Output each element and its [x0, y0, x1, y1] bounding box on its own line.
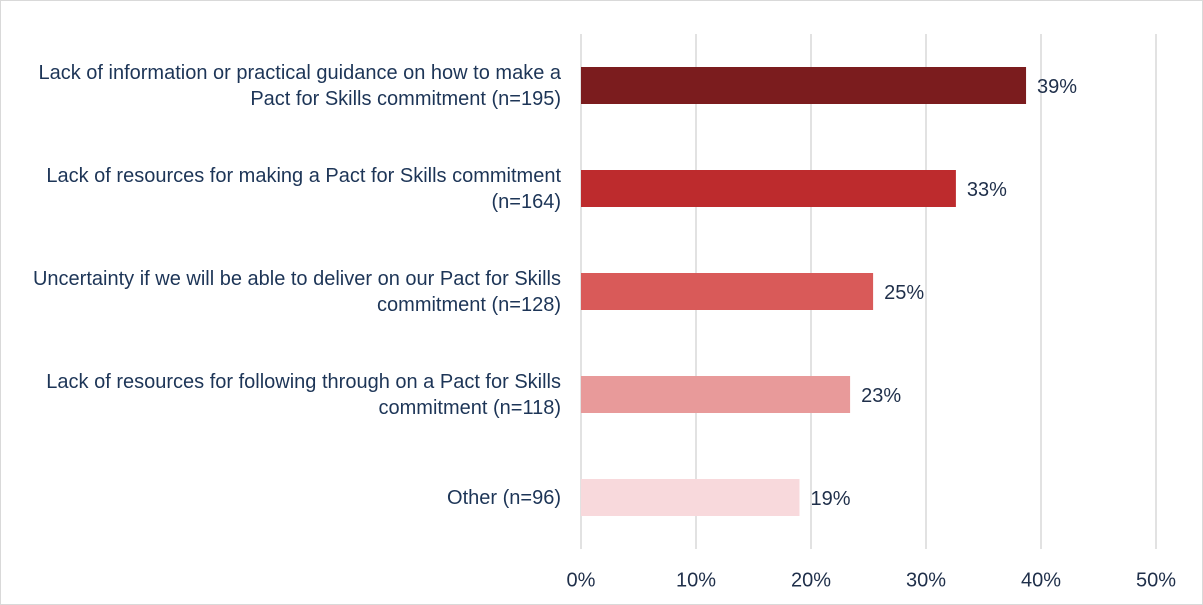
- value-label: 25%: [884, 282, 924, 304]
- x-tick-label: 0%: [567, 569, 596, 591]
- value-label: 33%: [967, 179, 1007, 201]
- x-tick-label: 30%: [906, 569, 946, 591]
- bar: [581, 273, 874, 310]
- x-tick-label: 10%: [676, 569, 716, 591]
- value-label: 23%: [861, 385, 901, 407]
- category-label: Lack of resources for making a Pact for …: [46, 164, 561, 213]
- category-label: Lack of resources for following through …: [46, 370, 561, 419]
- category-label: Uncertainty if we will be able to delive…: [32, 267, 561, 316]
- bar: [581, 479, 800, 516]
- x-tick-label: 20%: [791, 569, 831, 591]
- bar: [581, 376, 851, 413]
- x-tick-label: 40%: [1021, 569, 1061, 591]
- category-label: Other (n=96): [447, 486, 561, 509]
- bar: [581, 170, 956, 207]
- bar: [581, 67, 1027, 104]
- x-tick-label: 50%: [1136, 569, 1176, 591]
- value-label: 39%: [1037, 76, 1077, 98]
- category-label: Lack of information or practical guidanc…: [38, 61, 561, 110]
- value-label: 19%: [811, 488, 851, 510]
